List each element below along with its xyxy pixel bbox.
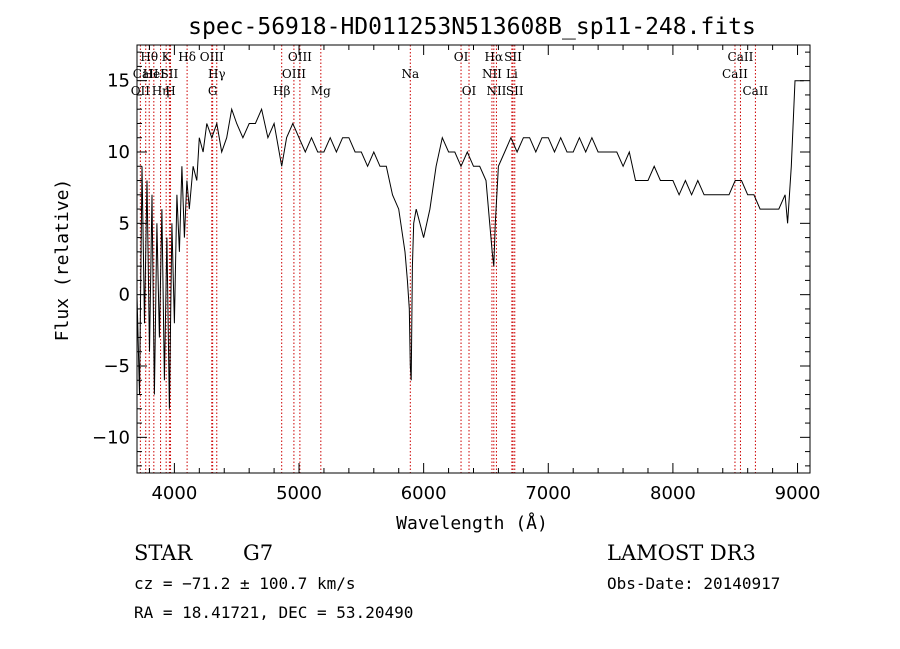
line-label-13: OIII — [282, 67, 306, 81]
spectral-line-markers — [139, 45, 756, 473]
redshift-text: cz = −71.2 ± 100.7 km/s — [134, 574, 356, 593]
x-axis-label: Wavelength (Å) — [396, 512, 548, 534]
x-tick-label-1: 5000 — [276, 483, 322, 504]
line-label-16: Na — [401, 67, 419, 81]
line-label-1: OII — [131, 84, 151, 98]
line-label-21: NII — [486, 84, 506, 98]
line-label-25: CaII — [728, 50, 754, 64]
line-label-19: Hα — [485, 50, 504, 64]
chart-title: spec-56918-HD011253N513608B_sp11-248.fit… — [188, 14, 756, 40]
obs-date-text: Obs-Date: 20140917 — [607, 574, 780, 593]
line-label-26: CaII — [722, 67, 748, 81]
y-tick-label-4: 10 — [107, 142, 130, 163]
y-tick-label-0: −10 — [92, 427, 130, 448]
y-tick-label-2: 0 — [119, 285, 130, 306]
line-label-9: OIII — [200, 50, 224, 64]
line-label-12: Hβ — [273, 84, 290, 98]
line-label-0: Hθ — [140, 50, 158, 64]
line-label-5: K — [162, 50, 172, 64]
line-label-8: Hδ — [178, 50, 196, 64]
y-axis-label: Flux (relative) — [52, 179, 73, 342]
coordinates-text: RA = 18.41721, DEC = 53.20490 — [134, 603, 413, 622]
survey-name: LAMOST DR3 — [607, 541, 756, 565]
x-tick-label-5: 9000 — [775, 483, 821, 504]
x-tick-label-4: 8000 — [650, 483, 696, 504]
spectrum-line — [136, 80, 804, 409]
y-tick-label-3: 5 — [119, 213, 130, 234]
line-label-27: CaII — [742, 84, 768, 98]
line-label-6: SII — [161, 67, 179, 81]
line-label-14: OIII — [288, 50, 312, 64]
y-tick-label-5: 15 — [107, 71, 130, 92]
line-label-11: G — [208, 84, 218, 98]
x-axis-ticks: 4000 5000 6000 7000 8000 9000 — [148, 45, 821, 504]
line-label-17: OI — [454, 50, 469, 64]
x-tick-label-3: 7000 — [525, 483, 571, 504]
line-label-22: SII — [504, 50, 522, 64]
line-label-3: HeI — [143, 67, 166, 81]
y-tick-label-1: −5 — [103, 356, 130, 377]
line-label-10: Hγ — [208, 67, 226, 81]
line-label-2: CaII — [133, 67, 159, 81]
object-class: STAR — [134, 541, 193, 565]
line-label-23: Li — [506, 67, 518, 81]
line-label-7: H — [165, 84, 175, 98]
line-label-18: OI — [462, 84, 477, 98]
line-label-24: SII — [506, 84, 524, 98]
x-tick-label-0: 4000 — [151, 483, 197, 504]
line-label-4: Hη — [152, 84, 170, 98]
object-subclass: G7 — [243, 541, 273, 565]
y-axis-ticks: −10 −5 0 5 10 15 — [92, 51, 810, 467]
line-label-15: Mg — [311, 84, 331, 98]
plot-frame — [136, 44, 811, 474]
x-tick-label-2: 6000 — [401, 483, 447, 504]
line-label-20: NII — [482, 67, 502, 81]
